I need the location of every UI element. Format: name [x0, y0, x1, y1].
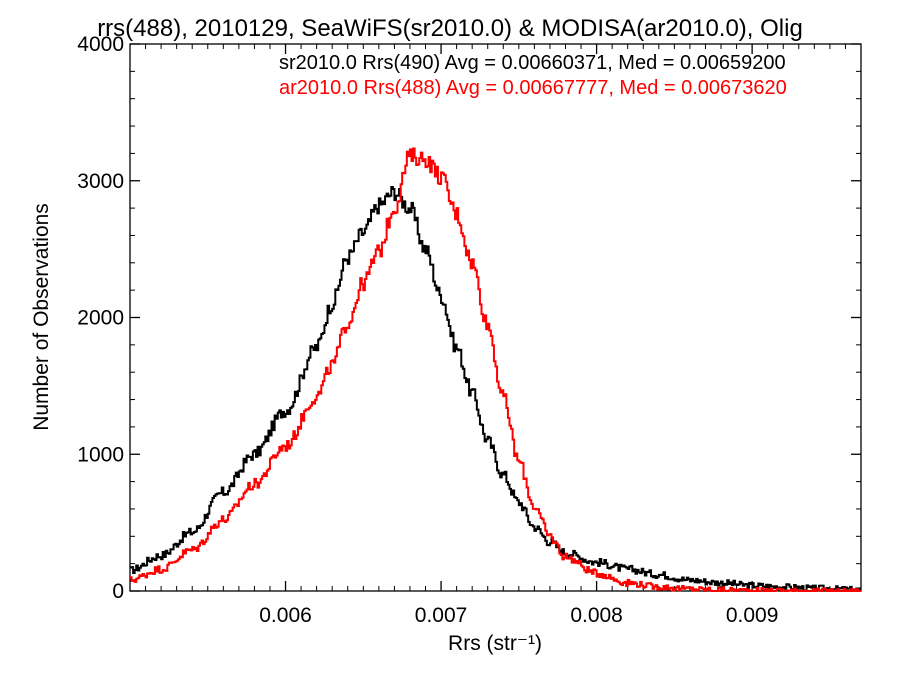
series-line-sr2010: [130, 186, 861, 592]
y-tick-label: 4000: [77, 33, 124, 56]
legend-entry-sr2010: sr2010.0 Rrs(490) Avg = 0.00660371, Med …: [279, 52, 786, 74]
y-axis-label: Number of Observations: [30, 203, 53, 431]
y-axis: 0 1000 2000 3000 4000: [77, 33, 861, 603]
y-tick-label: 0: [112, 580, 124, 603]
chart-title: rrs(488), 2010129, SeaWiFS(sr2010.0) & M…: [97, 15, 803, 42]
y-tick-label: 3000: [77, 170, 124, 193]
x-axis-label: Rrs (str⁻¹): [448, 632, 542, 655]
plot-frame: [129, 43, 862, 592]
y-tick-label: 2000: [77, 307, 124, 330]
x-tick-label: 0.006: [259, 604, 312, 627]
x-axis: 0.006 0.007 0.008 0.009: [145, 44, 862, 627]
x-tick-label: 0.008: [570, 604, 623, 627]
x-tick-label: 0.007: [415, 604, 468, 627]
x-tick-label: 0.009: [726, 604, 779, 627]
legend: sr2010.0 Rrs(490) Avg = 0.00660371, Med …: [279, 52, 787, 99]
series-line-ar2010: [130, 147, 861, 592]
series-group: [130, 147, 861, 592]
y-tick-label: 1000: [77, 443, 124, 466]
legend-entry-ar2010: ar2010.0 Rrs(488) Avg = 0.00667777, Med …: [279, 77, 787, 99]
plot-area-border: [129, 43, 862, 592]
